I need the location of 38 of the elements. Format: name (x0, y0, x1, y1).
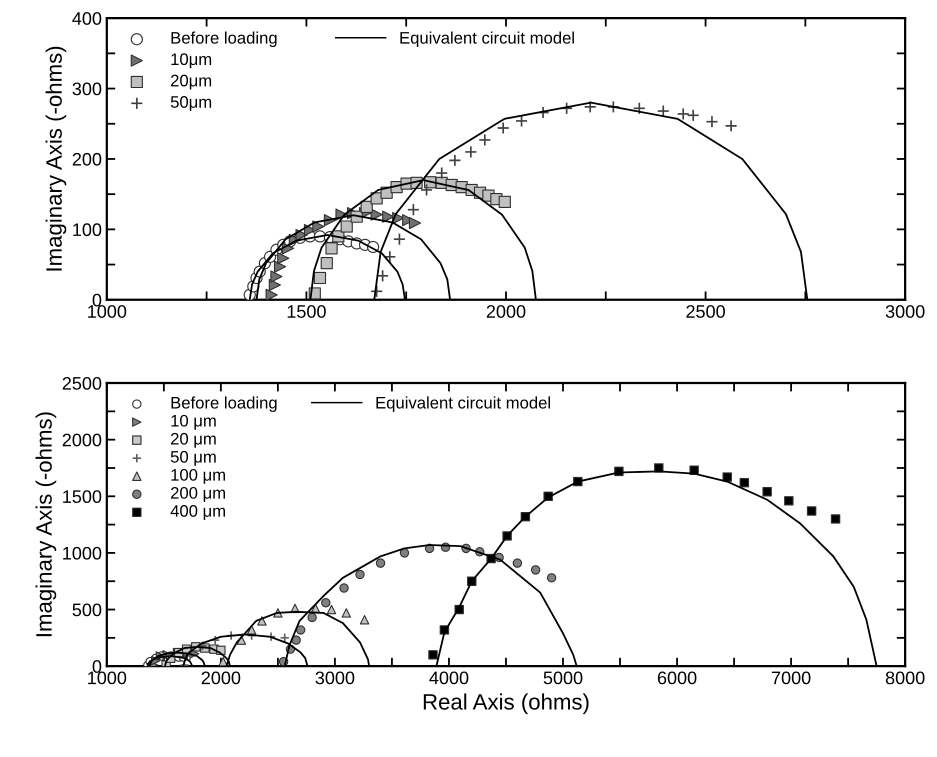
x-tick-label: 7000 (772, 672, 810, 684)
legend-label: Equivalent circuit model (376, 396, 550, 412)
legend-label: 10 μm (171, 414, 216, 430)
x-axis-title: Real Axis (ohms) (424, 693, 589, 714)
legend-label: 20μm (170, 74, 212, 90)
legend-label: 50 μm (170, 450, 216, 466)
y-tick-label: 400 (72, 12, 102, 25)
x-tick-label: 4000 (429, 672, 468, 684)
y-tick-label: 0 (92, 660, 102, 673)
y-tick-label: 100 (73, 223, 102, 236)
legend-label: 100 μm (171, 468, 225, 484)
legend-label: 200 μm (170, 487, 225, 502)
y-tick-label: 300 (72, 82, 102, 96)
legend-label: 400 μm (170, 505, 225, 520)
y-tick-label: 2000 (62, 434, 102, 446)
legend-label: Before loading (172, 396, 277, 412)
x-tick-label: 1500 (288, 305, 326, 318)
y-tick-label: 200 (72, 152, 102, 166)
x-tick-label: 2000 (202, 672, 240, 684)
legend-label: 20 μm (170, 432, 216, 448)
y-axis-title: Imaginary Axis (-ohms) (46, 46, 66, 271)
y-tick-label: 1500 (63, 490, 102, 504)
x-tick-label: 6000 (658, 672, 696, 684)
y-tick-label: 2500 (62, 376, 102, 390)
x-tick-label: 5000 (544, 672, 582, 684)
y-tick-label: 0 (92, 294, 102, 306)
y-axis-title: Imaginary Axis (-ohms) (36, 412, 56, 636)
legend-label: 10μm (171, 53, 212, 68)
x-tick-label: 2000 (486, 305, 526, 318)
legend-label: 50μm (170, 96, 212, 111)
x-tick-label: 3000 (316, 672, 354, 684)
legend-label: Before loading (172, 32, 277, 48)
y-tick-label: 1000 (63, 546, 102, 560)
x-tick-label: 8000 (886, 672, 925, 684)
x-tick-label: 3000 (886, 305, 925, 318)
legend-label: Equivalent circuit model (400, 32, 574, 48)
y-tick-label: 500 (72, 603, 102, 616)
x-tick-label: 2500 (686, 305, 725, 318)
